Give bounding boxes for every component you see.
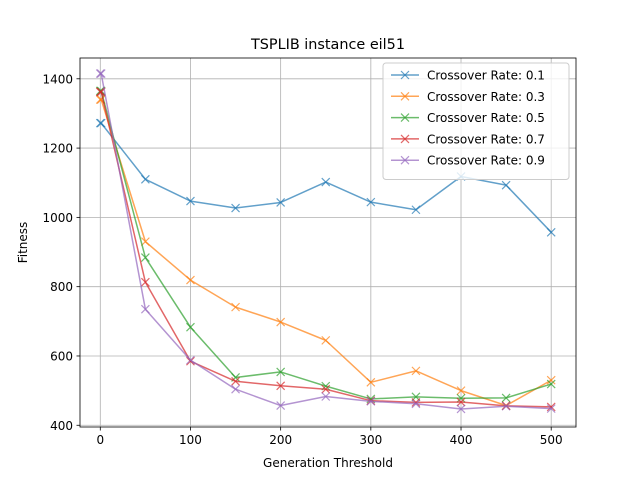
y-tick-label: 600 — [50, 349, 73, 363]
data-point-marker — [276, 381, 286, 391]
series-5 — [95, 69, 556, 414]
y-axis-label: Fitness — [16, 222, 30, 264]
data-point-marker — [366, 396, 376, 406]
data-point-marker — [276, 401, 286, 410]
data-point-marker — [186, 275, 195, 285]
data-point-marker — [456, 397, 466, 407]
x-tick-label: 300 — [359, 433, 382, 447]
data-point-marker — [546, 402, 556, 412]
data-point-marker — [186, 356, 195, 366]
data-point-marker — [456, 404, 466, 414]
data-point-marker — [186, 355, 195, 365]
legend-entry: Crossover Rate: 0.9 — [391, 154, 545, 168]
data-point-marker — [95, 118, 105, 128]
legend-frame — [382, 62, 570, 180]
data-point-marker — [276, 317, 286, 327]
data-point-marker — [546, 404, 556, 414]
data-point-marker — [186, 322, 195, 332]
data-point-marker — [366, 377, 376, 387]
data-point-marker — [456, 393, 466, 403]
data-point-marker — [276, 367, 286, 377]
data-point-marker — [140, 237, 150, 247]
series-3 — [95, 86, 556, 404]
x-tick-label: 400 — [450, 433, 473, 447]
legend-label: Crossover Rate: 0.3 — [427, 90, 545, 104]
series-line — [99, 91, 552, 408]
legend-label: Crossover Rate: 0.5 — [427, 111, 545, 125]
legend-entry: Crossover Rate: 0.5 — [391, 111, 545, 125]
legend-marker-swatch — [400, 134, 410, 144]
data-point-marker — [501, 401, 511, 411]
x-tick-label: 100 — [179, 433, 202, 447]
series-layer — [95, 69, 556, 414]
data-point-marker — [95, 69, 105, 79]
data-point-marker — [411, 399, 421, 409]
data-point-marker — [231, 384, 240, 394]
y-tick-label: 1000 — [42, 211, 73, 225]
data-point-marker — [96, 118, 106, 128]
chart-title: TSPLIB instance eil51 — [250, 37, 405, 53]
y-tick-label: 1400 — [42, 72, 73, 86]
y-tick-label: 800 — [50, 280, 73, 294]
series-line — [99, 72, 552, 410]
legend-entry: Crossover Rate: 0.3 — [391, 90, 545, 104]
data-point-marker — [546, 379, 556, 389]
y-tick-label: 1200 — [42, 142, 73, 156]
legend-entry: Crossover Rate: 0.1 — [391, 69, 545, 83]
data-point-marker — [321, 335, 331, 345]
data-point-marker — [96, 69, 106, 79]
data-point-marker — [321, 392, 331, 401]
legend-marker-swatch — [400, 155, 410, 165]
legend-marker-swatch — [400, 91, 410, 101]
legend-marker-swatch — [400, 113, 410, 123]
legend-label: Crossover Rate: 0.7 — [427, 132, 545, 146]
data-point-marker — [95, 87, 105, 97]
legend-label: Crossover Rate: 0.1 — [427, 69, 545, 83]
data-point-marker — [186, 196, 195, 206]
data-point-marker — [411, 205, 421, 215]
x-tick-label: 0 — [96, 433, 104, 447]
axes-frame — [79, 57, 577, 428]
data-point-marker — [546, 375, 556, 385]
y-tick-label: 400 — [50, 419, 73, 433]
data-point-marker — [456, 386, 466, 396]
x-tick-label: 500 — [540, 433, 563, 447]
legend-entry: Crossover Rate: 0.7 — [391, 132, 545, 146]
ticks: 0 100 200 300 400 500 400 600 800 1000 1200 1400 — [42, 72, 562, 447]
data-point-marker — [546, 227, 556, 237]
data-point-marker — [140, 174, 150, 184]
data-point-marker — [411, 366, 421, 376]
data-point-marker — [366, 197, 376, 207]
legend-label: Crossover Rate: 0.9 — [427, 154, 545, 168]
data-point-marker — [231, 302, 240, 312]
data-point-marker — [140, 277, 150, 287]
series-line — [99, 90, 553, 400]
series-line — [99, 98, 553, 407]
data-point-marker — [140, 253, 150, 262]
data-point-marker — [276, 198, 286, 207]
data-point-marker — [321, 177, 331, 187]
x-tick-label: 200 — [269, 433, 292, 447]
data-point-marker — [501, 393, 511, 403]
data-point-marker — [411, 397, 421, 407]
data-point-marker — [140, 304, 150, 314]
data-point-marker — [321, 384, 331, 394]
data-point-marker — [231, 203, 240, 213]
legend: Crossover Rate: 0.1 Crossover Rate: 0.3 Cr… — [382, 62, 570, 180]
x-axis-label: Generation Threshold — [263, 456, 393, 470]
data-point-marker — [501, 180, 511, 190]
legend-marker-swatch — [400, 70, 410, 80]
data-point-marker — [231, 376, 240, 386]
